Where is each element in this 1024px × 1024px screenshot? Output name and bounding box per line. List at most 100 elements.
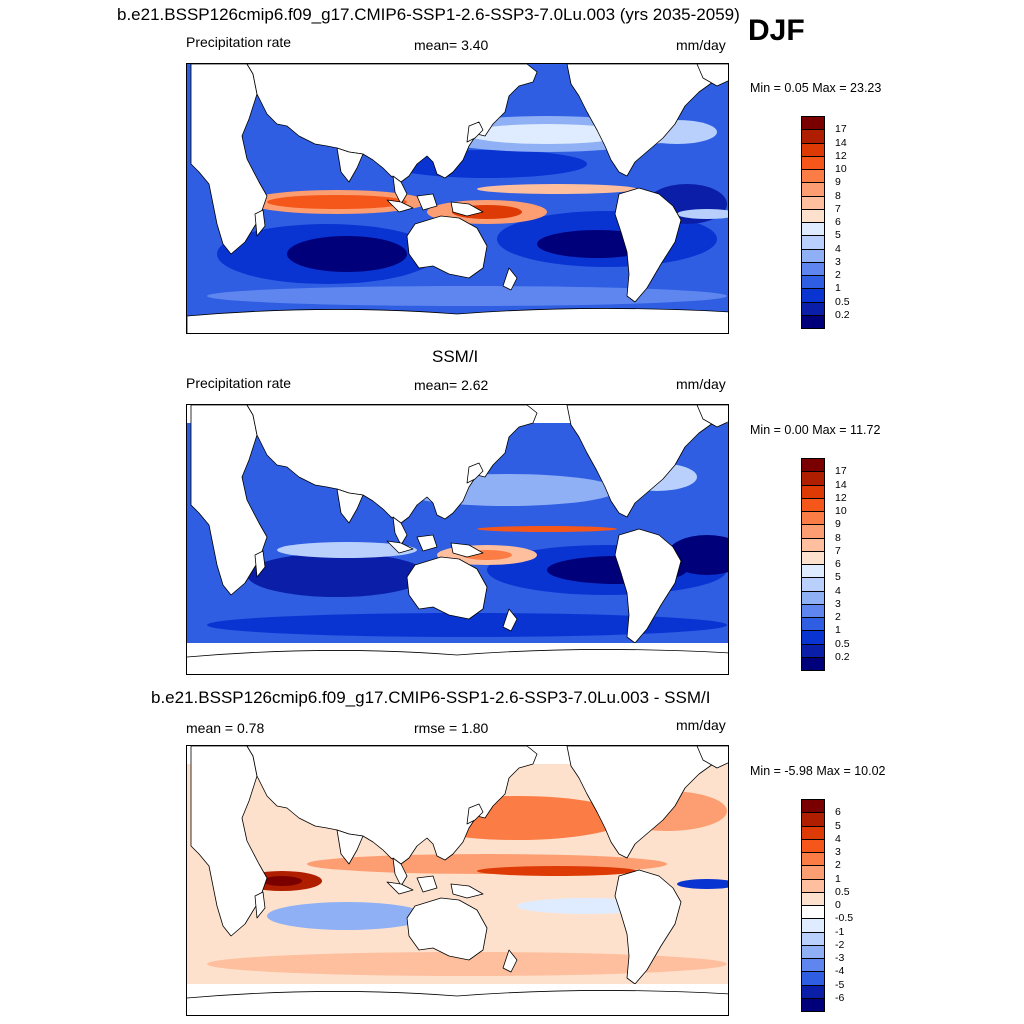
colorbar-label: -5 (835, 978, 845, 991)
colorbar-label: 5 (835, 229, 841, 242)
colorbar-swatch (801, 458, 825, 473)
colorbar-swatch (801, 235, 825, 250)
colorbar-swatch (801, 603, 825, 618)
colorbar-swatch (801, 838, 825, 853)
colorbar-swatch (801, 905, 825, 920)
panel1-map (186, 63, 729, 334)
colorbar-label: 14 (835, 136, 847, 149)
colorbar-swatch (801, 169, 825, 184)
colorbar-label: 7 (835, 544, 841, 557)
colorbar-label: -6 (835, 991, 845, 1004)
panel2-mean: mean= 2.62 (414, 377, 489, 393)
colorbar-swatch (801, 577, 825, 592)
colorbar-label: 6 (835, 216, 841, 228)
colorbar-swatch (801, 288, 825, 303)
colorbar-label: 9 (835, 176, 841, 189)
colorbar-swatch (801, 116, 825, 131)
colorbar-label: 0.2 (835, 308, 850, 321)
colorbar-label: 17 (835, 465, 847, 478)
season-label: DJF (748, 14, 805, 47)
colorbar-swatch (801, 630, 825, 645)
colorbar-swatch (801, 891, 825, 906)
colorbar-label: 4 (835, 242, 841, 255)
colorbar-swatch (801, 524, 825, 539)
colorbar-label: 9 (835, 518, 841, 531)
colorbar-label: -0.5 (835, 912, 854, 925)
colorbar-swatch (801, 511, 825, 526)
colorbar-label: 6 (835, 558, 841, 570)
colorbar-label: 1 (835, 624, 841, 637)
colorbar-label: 17 (835, 123, 847, 136)
colorbar-swatch (801, 222, 825, 237)
colorbar-swatch (801, 155, 825, 170)
colorbar-label: 5 (835, 571, 841, 584)
colorbar-label: -4 (835, 965, 845, 978)
colorbar-label: 3 (835, 255, 841, 268)
colorbar-swatch (801, 971, 825, 986)
colorbar-swatch (801, 812, 825, 827)
panel1-colorbar: 17 14 12 10 9 8 7 6 5 4 3 2 1 0.5 0.2 (801, 116, 850, 329)
colorbar-swatch (801, 142, 825, 157)
panel2-colorbar: 17 14 12 10 9 8 7 6 5 4 3 2 1 0.5 0.2 (801, 458, 850, 671)
colorbar-label: 2 (835, 269, 841, 281)
colorbar-label: 10 (835, 505, 847, 517)
colorbar-swatch (801, 564, 825, 579)
colorbar-swatch (801, 195, 825, 210)
colorbar-swatch (801, 261, 825, 276)
colorbar-swatch (801, 248, 825, 263)
panel2-units: mm/day (676, 376, 726, 392)
colorbar-label: 8 (835, 189, 841, 202)
colorbar-swatch (801, 852, 825, 867)
colorbar-label: 0.5 (835, 295, 850, 308)
colorbar-swatch (801, 301, 825, 316)
colorbar-label: 12 (835, 149, 847, 162)
colorbar-swatch (801, 471, 825, 486)
panel3-rmse: rmse = 1.80 (414, 720, 489, 736)
colorbar-label: 12 (835, 491, 847, 504)
colorbar-label: 0.2 (835, 650, 850, 663)
colorbar-label: 7 (835, 202, 841, 215)
colorbar-swatch (801, 799, 825, 814)
colorbar-label: -3 (835, 952, 845, 964)
panel3-units: mm/day (676, 717, 726, 733)
colorbar-label: 10 (835, 163, 847, 175)
colorbar-label: 2 (835, 611, 841, 623)
panel1-minmax: Min = 0.05 Max = 23.23 (750, 81, 882, 95)
colorbar-swatch (801, 182, 825, 197)
panel3-minmax: Min = -5.98 Max = 10.02 (750, 764, 886, 778)
panel3-map (186, 745, 729, 1016)
colorbar-label: 0.5 (835, 637, 850, 650)
panel2-variable: Precipitation rate (186, 375, 292, 391)
colorbar-swatch (801, 931, 825, 946)
colorbar-swatch (801, 958, 825, 973)
colorbar-swatch (801, 944, 825, 959)
colorbar-swatch (801, 537, 825, 552)
panel3-title: b.e21.BSSP126cmip6.f09_g17.CMIP6-SSP1-2.… (151, 688, 711, 707)
colorbar-label: 4 (835, 832, 841, 845)
colorbar-swatch (801, 590, 825, 605)
panel3-mean: mean = 0.78 (186, 720, 265, 736)
panel2-map (186, 404, 729, 675)
panel2-title: SSM/I (432, 347, 479, 366)
colorbar-label: 3 (835, 846, 841, 858)
panel3-colorbar: 6 5 4 3 2 1 0.5 0 -0.5 -1 -2 -3 -4 -5 -6 (801, 799, 853, 1012)
colorbar-swatch (801, 617, 825, 632)
colorbar-label: 0 (835, 899, 841, 911)
colorbar-swatch (801, 656, 825, 671)
panel2-minmax: Min = 0.00 Max = 11.72 (750, 423, 881, 437)
colorbar-swatch (801, 208, 825, 223)
colorbar-label: 8 (835, 531, 841, 544)
colorbar-label: -1 (835, 925, 845, 938)
colorbar-label: 2 (835, 859, 841, 872)
colorbar-swatch (801, 314, 825, 329)
colorbar-label: 14 (835, 478, 847, 491)
panel1-title: b.e21.BSSP126cmip6.f09_g17.CMIP6-SSP1-2.… (117, 5, 740, 24)
panel1-mean: mean= 3.40 (414, 37, 489, 53)
panel1-variable: Precipitation rate (186, 34, 292, 50)
colorbar-swatch (801, 129, 825, 144)
colorbar-label: 4 (835, 584, 841, 597)
colorbar-swatch (801, 918, 825, 933)
colorbar-swatch (801, 825, 825, 840)
colorbar-swatch (801, 984, 825, 999)
colorbar-label: -2 (835, 938, 845, 951)
